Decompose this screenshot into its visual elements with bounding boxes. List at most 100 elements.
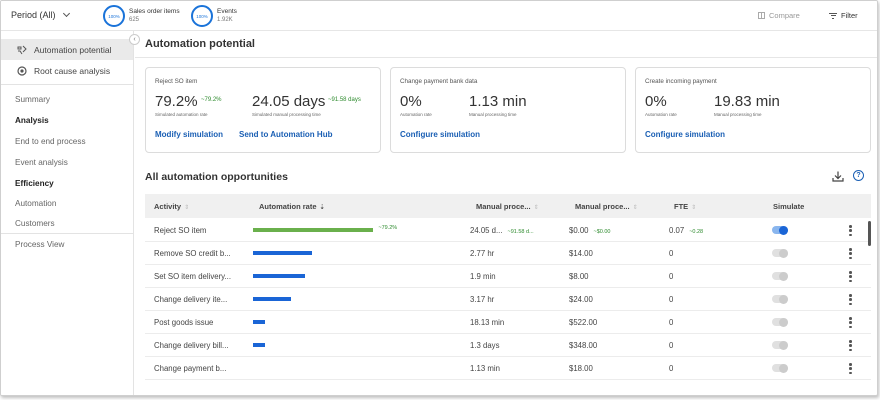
card-title: Reject SO item — [155, 78, 198, 85]
chevron-down-icon — [62, 9, 70, 18]
fte-cell: 0 — [669, 364, 674, 373]
manual-time-cell: 18.13 min — [470, 318, 505, 327]
automation-rate-caption: Automation rate — [400, 112, 432, 117]
column-header-manual-processing-cost[interactable]: Manual proce... ⇕ — [575, 202, 638, 211]
sidebar-link-process-view[interactable]: Process View — [15, 240, 65, 249]
progress-ring: 100% — [103, 5, 125, 27]
processing-time-value: 1.13 min — [469, 93, 527, 110]
configure-simulation-link[interactable]: Configure simulation — [400, 130, 480, 139]
sidebar-section-analysis: Analysis — [15, 116, 49, 125]
modify-simulation-link[interactable]: Modify simulation — [155, 130, 223, 139]
manual-cost-cell: $348.00 — [569, 341, 598, 350]
compare-icon — [758, 12, 765, 19]
sidebar-link-end-to-end-process[interactable]: End to end process — [15, 137, 86, 146]
column-header-automation-rate[interactable]: Automation rate ⇣ — [259, 202, 325, 211]
manual-cost-cell: $0.00 ~$0.00 — [569, 226, 611, 235]
period-dropdown[interactable]: Period (All) — [11, 9, 70, 20]
sidebar-item-root-cause-analysis[interactable]: Root cause analysis — [1, 60, 133, 81]
sidebar-item-automation-potential[interactable]: Automation potential — [1, 39, 133, 60]
more-options-icon[interactable] — [849, 317, 852, 328]
metric-events: 100% Events 1.92K — [191, 5, 237, 27]
simulate-toggle[interactable] — [772, 317, 788, 327]
top-bar: Period (All) 100% Sales order items 625 … — [1, 1, 877, 31]
sidebar-link-customers[interactable]: Customers — [15, 219, 55, 228]
manual-time-cell: 1.9 min — [470, 272, 496, 281]
processing-time-caption: Manual processing time — [714, 112, 762, 117]
fte-cell: 0.07 ~0.28 — [669, 226, 704, 235]
manual-time-cell: 24.05 d... ~91.58 d... — [470, 226, 534, 235]
simulate-toggle[interactable] — [772, 340, 788, 350]
sidebar-collapse-button[interactable]: ‹ — [129, 34, 140, 45]
metric-label: Sales order items — [129, 8, 180, 15]
more-options-icon[interactable] — [849, 363, 852, 374]
table-row[interactable]: Change delivery bill... 1.3 days $348.00 0 — [145, 334, 871, 357]
activity-cell: Remove SO credit b... — [154, 249, 231, 258]
toggle-knob — [779, 294, 788, 304]
more-options-icon[interactable] — [849, 225, 852, 236]
sidebar-link-automation[interactable]: Automation — [15, 199, 57, 208]
sidebar-divider — [1, 84, 133, 85]
filter-button[interactable]: Filter — [829, 11, 858, 20]
table-row[interactable]: Reject SO item ~79.2% 24.05 d... ~91.58 d..… — [145, 219, 871, 242]
root-cause-icon — [17, 65, 27, 76]
column-header-fte[interactable]: FTE ⇕ — [674, 202, 697, 211]
more-options-icon[interactable] — [849, 248, 852, 259]
automation-rate-bar — [253, 228, 374, 232]
processing-time-caption: Manual processing time — [469, 112, 517, 117]
manual-cost-delta: ~$0.00 — [593, 229, 611, 235]
fte-cell: 0 — [669, 318, 674, 327]
table-row[interactable]: Remove SO credit b... 2.77 hr $14.00 0 — [145, 242, 871, 265]
card-title: Change payment bank data — [400, 78, 478, 85]
download-icon[interactable] — [832, 171, 844, 182]
automation-rate-bar — [253, 274, 305, 278]
metric-value: 625 — [129, 17, 140, 23]
filter-icon — [829, 12, 837, 19]
activity-cell: Change payment b... — [154, 364, 227, 373]
table-row[interactable]: Change payment b... 1.13 min $18.00 0 — [145, 357, 871, 380]
simulate-toggle[interactable] — [772, 363, 788, 373]
column-header-activity[interactable]: Activity ⇕ — [154, 202, 190, 211]
activity-cell: Set SO item delivery... — [154, 272, 231, 281]
more-options-icon[interactable] — [849, 271, 852, 282]
manual-time-delta: ~91.58 d... — [507, 229, 534, 235]
automation-rate-label: ~79.2% — [378, 225, 398, 231]
automation-rate-delta: ~79.2% — [201, 97, 222, 103]
more-options-icon[interactable] — [849, 294, 852, 305]
configure-simulation-link[interactable]: Configure simulation — [645, 130, 725, 139]
automation-icon — [17, 45, 27, 55]
sidebar-link-event-analysis[interactable]: Event analysis — [15, 158, 68, 167]
manual-cost-cell: $18.00 — [569, 364, 593, 373]
manual-time-cell: 1.13 min — [470, 364, 500, 373]
card-title: Create incoming payment — [645, 78, 717, 85]
automation-rate-value: 0% — [400, 93, 422, 110]
simulate-toggle[interactable] — [772, 248, 788, 258]
more-options-icon[interactable] — [849, 340, 852, 351]
fte-cell: 0 — [669, 341, 674, 350]
help-icon[interactable]: ? — [853, 170, 864, 181]
sidebar-section-efficiency: Efficiency — [15, 179, 54, 188]
metric-value: 1.92K — [217, 17, 233, 23]
processing-time-value: 24.05 days — [252, 93, 326, 110]
card-create-incoming-payment: Create incoming payment 0% 19.83 min Aut… — [635, 67, 871, 153]
table-row[interactable]: Change delivery ite... 3.17 hr $24.00 0 — [145, 288, 871, 311]
sidebar-item-label: Automation potential — [34, 44, 112, 55]
manual-time-cell: 3.17 hr — [470, 295, 495, 304]
simulate-toggle[interactable] — [772, 225, 788, 235]
metric-sales-order-items: 100% Sales order items 625 — [103, 5, 180, 27]
column-header-manual-processing-time[interactable]: Manual proce... ⇕ — [476, 202, 539, 211]
compare-button[interactable]: Compare — [758, 11, 800, 20]
simulate-toggle[interactable] — [772, 294, 788, 304]
filter-label: Filter — [841, 11, 858, 20]
table-row[interactable]: Set SO item delivery... 1.9 min $8.00 0 — [145, 265, 871, 288]
send-to-automation-hub-link[interactable]: Send to Automation Hub — [239, 130, 333, 139]
column-header-simulate: Simulate — [773, 202, 805, 211]
manual-time-cell: 2.77 hr — [470, 249, 495, 258]
automation-rate-bar — [253, 320, 266, 324]
sidebar-link-summary[interactable]: Summary — [15, 95, 51, 104]
fte-delta: ~0.28 — [689, 229, 704, 235]
manual-cost-cell: $14.00 — [569, 249, 593, 258]
scrollbar-thumb[interactable] — [868, 221, 871, 246]
compare-label: Compare — [769, 11, 800, 20]
table-row[interactable]: Post goods issue 18.13 min $522.00 0 — [145, 311, 871, 334]
simulate-toggle[interactable] — [772, 271, 788, 281]
